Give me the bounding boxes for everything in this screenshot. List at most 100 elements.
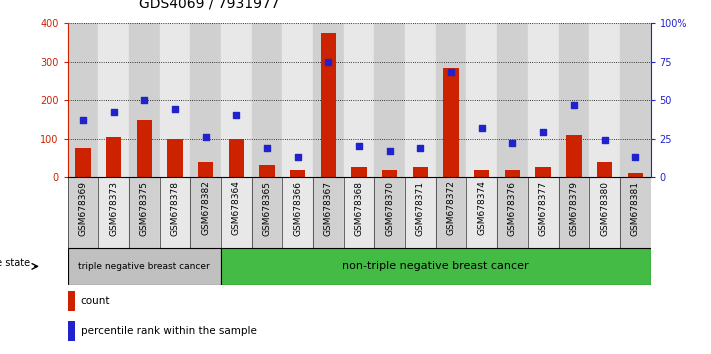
Bar	[221, 248, 651, 285]
Bar	[68, 291, 75, 311]
Bar	[68, 321, 75, 341]
Bar	[620, 177, 651, 248]
Text: GSM678377: GSM678377	[539, 181, 547, 235]
Text: triple negative breast cancer: triple negative breast cancer	[78, 262, 210, 271]
Text: disease state: disease state	[0, 258, 31, 268]
Text: GSM678372: GSM678372	[447, 181, 456, 235]
Point	[169, 107, 181, 112]
Bar	[221, 23, 252, 177]
Point	[476, 125, 488, 131]
Bar	[436, 23, 466, 177]
Bar	[98, 23, 129, 177]
Bar	[252, 177, 282, 248]
Text: GSM678381: GSM678381	[631, 181, 640, 235]
Point	[415, 145, 426, 150]
Point	[445, 69, 456, 75]
Point	[77, 117, 89, 123]
Bar	[405, 177, 436, 248]
Bar	[620, 23, 651, 177]
Bar	[313, 23, 343, 177]
Text: GSM678373: GSM678373	[109, 181, 118, 235]
Text: GSM678370: GSM678370	[385, 181, 394, 235]
Bar	[405, 23, 436, 177]
Bar	[137, 120, 152, 177]
Bar	[351, 167, 367, 177]
Text: GDS4069 / 7931977: GDS4069 / 7931977	[139, 0, 279, 11]
Text: GSM678375: GSM678375	[140, 181, 149, 235]
Bar	[375, 23, 405, 177]
Bar	[559, 23, 589, 177]
Text: GSM678371: GSM678371	[416, 181, 425, 235]
Bar	[290, 170, 305, 177]
Bar	[382, 170, 397, 177]
Text: GSM678367: GSM678367	[324, 181, 333, 235]
Bar	[466, 177, 497, 248]
Bar	[497, 23, 528, 177]
Point	[538, 130, 549, 135]
Bar	[566, 135, 582, 177]
Bar	[68, 23, 98, 177]
Text: GSM678379: GSM678379	[570, 181, 578, 235]
Bar	[436, 177, 466, 248]
Bar	[535, 167, 551, 177]
Text: GSM678369: GSM678369	[78, 181, 87, 235]
Bar	[252, 23, 282, 177]
Bar	[474, 170, 489, 177]
Bar	[589, 23, 620, 177]
Point	[262, 145, 273, 150]
Point	[292, 154, 304, 160]
Bar	[589, 177, 620, 248]
Text: GSM678368: GSM678368	[355, 181, 363, 235]
Bar	[343, 23, 375, 177]
Point	[139, 97, 150, 103]
Bar	[466, 23, 497, 177]
Point	[230, 113, 242, 118]
Text: GSM678364: GSM678364	[232, 181, 241, 235]
Bar	[497, 177, 528, 248]
Bar	[413, 167, 428, 177]
Bar	[159, 23, 191, 177]
Point	[384, 148, 395, 154]
Bar	[129, 177, 159, 248]
Text: non-triple negative breast cancer: non-triple negative breast cancer	[343, 261, 529, 272]
Bar	[68, 177, 98, 248]
Text: GSM678380: GSM678380	[600, 181, 609, 235]
Bar	[260, 165, 274, 177]
Bar	[282, 177, 313, 248]
Point	[108, 109, 119, 115]
Point	[200, 134, 211, 140]
Bar	[375, 177, 405, 248]
Bar	[191, 177, 221, 248]
Text: percentile rank within the sample: percentile rank within the sample	[80, 326, 257, 336]
Point	[599, 137, 610, 143]
Text: GSM678382: GSM678382	[201, 181, 210, 235]
Bar	[313, 177, 343, 248]
Bar	[343, 177, 375, 248]
Bar	[98, 177, 129, 248]
Text: GSM678378: GSM678378	[171, 181, 179, 235]
Text: GSM678366: GSM678366	[293, 181, 302, 235]
Point	[568, 102, 579, 108]
Bar	[628, 173, 643, 177]
Bar	[68, 248, 221, 285]
Bar	[528, 23, 559, 177]
Bar	[321, 33, 336, 177]
Bar	[559, 177, 589, 248]
Point	[323, 59, 334, 64]
Bar	[221, 177, 252, 248]
Point	[353, 143, 365, 149]
Bar	[505, 170, 520, 177]
Bar	[75, 148, 90, 177]
Bar	[229, 138, 244, 177]
Bar	[282, 23, 313, 177]
Bar	[444, 68, 459, 177]
Bar	[106, 137, 122, 177]
Bar	[528, 177, 559, 248]
Bar	[129, 23, 159, 177]
Bar	[597, 161, 612, 177]
Text: GSM678365: GSM678365	[262, 181, 272, 235]
Bar	[167, 138, 183, 177]
Bar	[198, 161, 213, 177]
Point	[507, 140, 518, 146]
Point	[629, 154, 641, 160]
